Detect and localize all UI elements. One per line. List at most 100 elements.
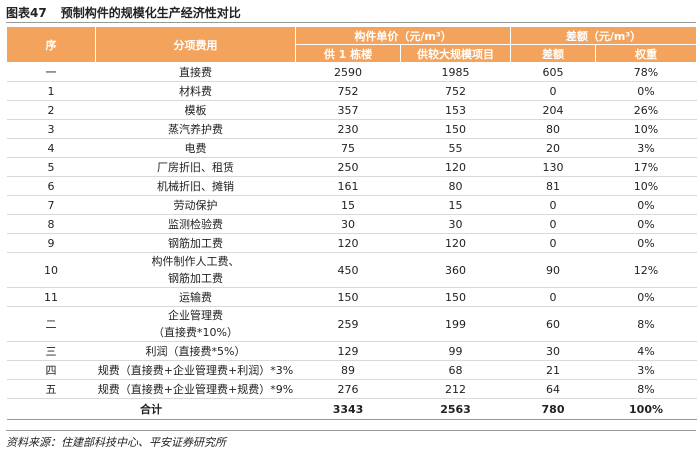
table-row: 8 监测检验费 30 30 0 0% (6, 214, 697, 234)
table-cell: 12% (595, 252, 697, 288)
table-cell: 劳动保护 (95, 195, 296, 215)
table-cell: 26% (595, 100, 697, 120)
table-cell: 259 (295, 306, 401, 342)
table-cell: 276 (295, 379, 401, 399)
table-cell: 8% (595, 379, 697, 399)
table-cell: 直接费 (95, 62, 296, 82)
table-cell: 四 (6, 360, 96, 380)
table-cell: 4% (595, 341, 697, 361)
table-cell: 3% (595, 360, 697, 380)
table-cell: 230 (295, 119, 401, 139)
table-cell: 30 (400, 214, 511, 234)
table-cell: 17% (595, 157, 697, 177)
table-cell: 120 (400, 233, 511, 253)
header-cell: 权重 (595, 44, 698, 63)
table-cell: 10% (595, 119, 697, 139)
table-cell: 0 (510, 287, 596, 307)
table-cell: 8 (6, 214, 96, 234)
total-cell: 780 (510, 398, 596, 420)
table-row: 11 运输费 150 150 0 0% (6, 287, 697, 307)
table-cell: 5 (6, 157, 96, 177)
table-cell: 4 (6, 138, 96, 158)
cost-table: 序 分项费用 构件单价（元/m³） 差额（元/m³） 供 1 栋楼 供较大规模项… (6, 26, 698, 420)
table-row: 5 厂房折旧、租赁 250 120 130 17% (6, 157, 697, 177)
table-cell: 204 (510, 100, 596, 120)
header-cell: 分项费用 (95, 26, 296, 63)
figure-title: 预制构件的规模化生产经济性对比 (60, 6, 241, 20)
table-cell: 450 (295, 252, 401, 288)
table-cell: 三 (6, 341, 96, 361)
table-cell: 21 (510, 360, 596, 380)
table-cell: 11 (6, 287, 96, 307)
table-cell: 8% (595, 306, 697, 342)
header-cell: 供较大规模项目 (399, 44, 512, 63)
table-cell: 利润（直接费*5%） (95, 341, 296, 361)
table-cell: 0 (510, 195, 596, 215)
table-body: 一直接费 2590 1985 605 78% 1 材料费 752 752 0 0% 2 模板 357 153… (6, 62, 697, 420)
table-cell: 电费 (95, 138, 296, 158)
table-cell: 150 (295, 287, 401, 307)
table-cell: 10% (595, 176, 697, 196)
table-cell: 120 (295, 233, 401, 253)
table-cell: 80 (400, 176, 511, 196)
table-cell: 150 (400, 119, 511, 139)
table-cell: 模板 (95, 100, 296, 120)
table-cell: 212 (400, 379, 511, 399)
total-cell: 合计 (6, 398, 296, 420)
table-cell: 钢筋加工费 (95, 233, 296, 253)
table-cell: 二 (6, 306, 96, 342)
table-cell: 1985 (400, 62, 511, 82)
table-cell: 75 (295, 138, 401, 158)
table-cell: 20 (510, 138, 596, 158)
table-cell: 规费（直接费+企业管理费+利润）*3% (95, 360, 296, 380)
table-cell: 30 (295, 214, 401, 234)
table-row: 二企业管理费 （直接费*10%） 259 199 60 8% (6, 306, 697, 342)
table-row: 1 材料费 752 752 0 0% (6, 81, 697, 101)
table-cell: 7 (6, 195, 96, 215)
title-bar: 图表47 预制构件的规模化生产经济性对比 (6, 4, 696, 23)
table-cell: 199 (400, 306, 511, 342)
table-cell: 15 (295, 195, 401, 215)
table-cell: 81 (510, 176, 596, 196)
header-cell: 差额（元/m³） (510, 26, 698, 45)
total-row: 合计 3343 2563 780 100% (6, 398, 697, 420)
table-row: 3 蒸汽养护费 230 150 80 10% (6, 119, 697, 139)
total-cell: 100% (595, 398, 697, 420)
table-cell: 64 (510, 379, 596, 399)
table-row: 9 钢筋加工费 120 120 0 0% (6, 233, 697, 253)
table-cell: 0% (595, 287, 697, 307)
table-cell: 605 (510, 62, 596, 82)
table-cell: 15 (400, 195, 511, 215)
total-cell: 2563 (400, 398, 511, 420)
table-cell: 2 (6, 100, 96, 120)
table-cell: 90 (510, 252, 596, 288)
table-cell: 55 (400, 138, 511, 158)
table-cell: 99 (400, 341, 511, 361)
table-cell: 监测检验费 (95, 214, 296, 234)
table-row: 4 电费 75 55 20 3% (6, 138, 697, 158)
table-cell: 3% (595, 138, 697, 158)
table-cell: 30 (510, 341, 596, 361)
table-row: 三利润（直接费*5%） 129 99 30 4% (6, 341, 697, 361)
table-row: 7 劳动保护 15 15 0 0% (6, 195, 697, 215)
table-row: 2 模板 357 153 204 26% (6, 100, 697, 120)
table-cell: 752 (400, 81, 511, 101)
table-cell: 0% (595, 214, 697, 234)
table-row: 一直接费 2590 1985 605 78% (6, 62, 697, 82)
table-cell: 机械折旧、摊销 (95, 176, 296, 196)
table-cell: 9 (6, 233, 96, 253)
table-cell: 厂房折旧、租赁 (95, 157, 296, 177)
table-cell: 规费（直接费+企业管理费+规费）*9% (95, 379, 296, 399)
header-cell: 序 (6, 26, 96, 63)
table-cell: 3 (6, 119, 96, 139)
total-cell: 3343 (295, 398, 401, 420)
table-cell: 130 (510, 157, 596, 177)
table-cell: 材料费 (95, 81, 296, 101)
header-cell: 构件单价（元/m³） (294, 26, 512, 45)
header-cell: 供 1 栋楼 (295, 44, 401, 63)
table-head: 序 分项费用 构件单价（元/m³） 差额（元/m³） 供 1 栋楼 供较大规模项… (6, 26, 698, 63)
table-cell: 120 (400, 157, 511, 177)
table-cell: 0 (510, 233, 596, 253)
table-cell: 运输费 (95, 287, 296, 307)
